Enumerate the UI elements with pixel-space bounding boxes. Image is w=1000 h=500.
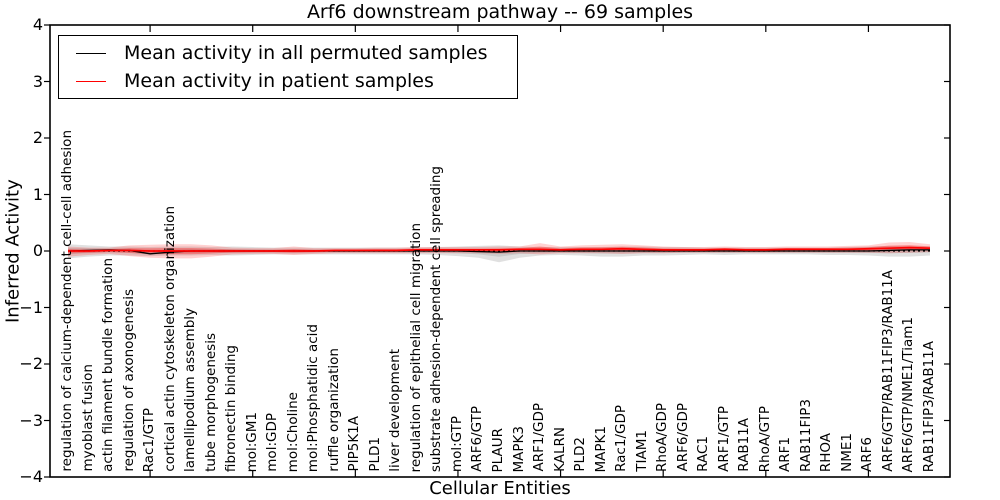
y-tick-label: −1 [19,297,43,317]
y-tick-label: −4 [19,467,43,486]
x-tick-label: ARF1 [777,437,794,472]
x-tick-label: fibronectin binding [223,344,240,472]
legend-label-patient: Mean activity in patient samples [124,70,434,92]
x-tick-label: PLAUR [490,427,506,472]
y-tick-label: 1 [32,184,43,204]
legend-entry-patient: Mean activity in patient samples [59,70,517,92]
chart-title: Arf6 downstream pathway -- 69 samples [306,1,694,23]
legend-entry-permuted: Mean activity in all permuted samples [59,42,517,64]
x-tick-label: mol:GM1 [243,411,260,472]
y-tick-label: 3 [32,71,43,91]
x-tick-label: ARF6/GDP [674,403,691,472]
x-tick-label: actin filament bundle formation [100,258,117,472]
x-tick-label: MAPK3 [510,425,527,472]
x-tick-label: PLD2 [572,437,589,472]
x-tick-label: ARF1/GTP [715,406,732,472]
x-tick-label: RAC1 [695,436,712,472]
x-tick-label: regulation of calcium-dependent cell-cel… [59,130,75,472]
x-tick-label: RAB11FIP3/RAB11A [921,340,937,472]
x-tick-label: NME1 [838,433,855,472]
x-tick-label: RAB11A [736,418,753,472]
x-tick-label: myoblast fusion [79,364,96,472]
x-tick-label: MAPK1 [592,425,609,472]
x-tick-label: Rac1/GDP [613,405,630,472]
x-tick-label: TIAM1 [633,430,650,472]
patient-mean-line [68,246,931,252]
x-tick-label: KALRN [551,427,568,472]
x-tick-label: tube morphogenesis [202,333,219,472]
x-tick-label: Rac1/GTP [141,407,158,472]
x-tick-label: mol:GTP [448,415,465,472]
x-tick-label: ARF6/GTP/RAB11FIP3/RAB11A [879,270,896,472]
x-tick-label: regulation of epithelial cell migration [407,222,424,472]
x-tick-label: RHOA [818,432,835,472]
x-tick-label: RhoA/GDP [654,403,671,472]
y-tick-label: −2 [19,354,43,373]
y-tick-label: −3 [19,410,43,430]
x-tick-label: liver development [387,349,404,472]
x-tick-label: cortical actin cytoskeleton organization [161,206,178,472]
x-tick-label: PLD1 [366,437,383,472]
x-tick-label: ARF6/GTP/NME1/Tiam1 [900,316,917,472]
x-tick-label: lamellipodium assembly [182,308,199,472]
x-tick-label: RAB11FIP3 [797,399,814,472]
patient-line-icon [76,80,106,82]
x-tick-label: mol:GDP [264,413,281,472]
legend-label-permuted: Mean activity in all permuted samples [124,42,488,64]
x-tick-label: RhoA/GTP [756,405,773,472]
x-tick-label: ARF6 [859,437,876,472]
x-tick-label: mol:Phosphatidic acid [305,323,322,472]
x-tick-label: ARF6/GTP [469,406,486,472]
x-tick-label: mol:Choline [284,391,301,472]
y-tick-label: 2 [32,128,43,147]
x-axis-label: Cellular Entities [429,478,571,499]
permuted-line-icon [76,52,106,54]
x-tick-label: PIP5K1A [346,416,363,472]
x-tick-label: ruffle organization [325,348,342,472]
x-tick-label: ARF1/GDP [531,403,548,472]
x-tick-label: regulation of axonogenesis [120,289,137,472]
y-tick-label: 4 [32,15,43,34]
x-tick-label: substrate adhesion-dependent cell spread… [428,165,445,472]
plot-area [44,24,951,478]
y-tick-label: 0 [32,241,43,260]
legend: Mean activity in all permuted samples Me… [58,35,518,99]
